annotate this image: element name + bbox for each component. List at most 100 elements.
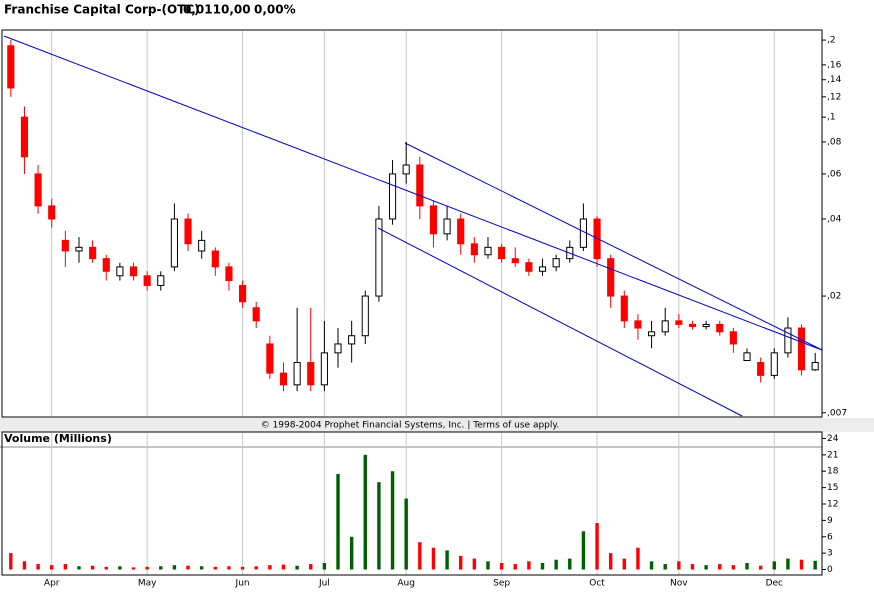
volume-bar — [63, 564, 68, 570]
candle-body — [634, 320, 642, 329]
candle-body — [361, 295, 369, 337]
candle-body — [225, 266, 233, 282]
candle-body — [7, 45, 15, 89]
candle-body — [184, 218, 192, 245]
volume-bar — [499, 562, 504, 570]
volume-bar — [322, 562, 327, 570]
volume-bar — [90, 565, 95, 570]
candle-body — [334, 343, 342, 354]
candle-body — [20, 116, 29, 158]
volume-bar — [145, 566, 149, 570]
volume-bar — [213, 566, 218, 570]
x-tick-label: Apr — [44, 579, 60, 589]
volume-bar — [527, 561, 531, 570]
y-tick-label: ,007 — [827, 408, 847, 418]
candle-body — [129, 266, 138, 277]
candle-body — [648, 331, 656, 337]
volume-bar — [677, 561, 681, 570]
trend-line — [3, 35, 823, 351]
volume-bar — [459, 555, 463, 570]
x-tick-label: Sep — [493, 579, 510, 589]
candle-body — [239, 284, 247, 303]
candle-body — [116, 266, 124, 277]
volume-bar — [813, 560, 817, 570]
footnote: © 1998-2004 Prophet Financial Systems, I… — [261, 421, 560, 431]
y-tick-label: 9 — [827, 516, 833, 526]
price-change: 0,00 — [221, 3, 251, 17]
volume-bar — [608, 553, 613, 570]
candle-body — [552, 258, 560, 268]
y-tick-label: ,06 — [827, 169, 842, 179]
volume-bar — [404, 498, 408, 570]
volume-bar — [718, 564, 722, 570]
candle-body — [48, 205, 56, 220]
price-change-pct: 0,00% — [254, 3, 296, 17]
candle-body — [688, 323, 697, 328]
candle-body — [743, 352, 751, 362]
volume-bar — [159, 566, 163, 570]
volume-bar — [172, 565, 177, 570]
volume-bar — [540, 562, 545, 570]
candle-body — [388, 173, 397, 220]
y-tick-label: ,02 — [827, 292, 841, 302]
candle-body — [307, 362, 315, 386]
volume-bar — [268, 565, 272, 570]
candle-body — [620, 295, 628, 322]
volume-bar — [486, 561, 490, 570]
volume-bar — [22, 561, 27, 570]
volume-bar — [50, 565, 54, 570]
candle-body — [729, 331, 737, 345]
volume-bar — [336, 473, 340, 570]
volume-bar — [390, 471, 395, 570]
volume-bar — [786, 558, 790, 570]
volume-bar — [36, 564, 40, 570]
volume-bar — [745, 562, 749, 570]
y-tick-label: ,1 — [827, 113, 836, 123]
x-tick-label: Oct — [589, 579, 605, 589]
x-tick-label: Jul — [318, 579, 330, 589]
volume-bar — [418, 542, 422, 570]
volume-bar — [799, 559, 804, 570]
candle-body — [607, 258, 615, 297]
volume-title: Volume (Millions) — [4, 432, 112, 445]
candle-body — [402, 164, 410, 175]
candle-body — [675, 320, 683, 325]
candle-body — [75, 246, 83, 252]
volume-bar — [649, 561, 654, 570]
y-tick-label: 12 — [827, 500, 838, 510]
trend-line — [377, 227, 743, 417]
candle-body — [320, 352, 328, 386]
candle-body — [716, 323, 724, 333]
price-frame — [1, 29, 823, 418]
volume-bar — [445, 550, 449, 570]
volume-bar — [636, 547, 640, 570]
candle-body — [429, 205, 438, 235]
x-tick-label: Nov — [670, 579, 688, 589]
candle-body — [661, 320, 669, 333]
candle-body — [525, 262, 533, 272]
y-tick-label: 21 — [827, 450, 838, 460]
volume-bar — [77, 566, 81, 570]
candle-body — [457, 218, 465, 245]
candle-body — [170, 218, 178, 268]
volume-bar — [377, 482, 381, 570]
volume-bar — [186, 565, 190, 570]
candle-body — [61, 239, 69, 252]
volume-bar — [309, 564, 313, 570]
volume-bar — [554, 559, 558, 570]
candle-body — [157, 275, 165, 286]
candle-body — [293, 362, 301, 386]
volume-bar — [472, 558, 477, 570]
volume-bar — [199, 566, 204, 570]
volume-bar — [131, 567, 136, 570]
volume-bar — [240, 566, 245, 570]
x-tick-label: Dec — [766, 579, 783, 589]
volume-bar — [731, 565, 736, 570]
candle-body — [279, 372, 288, 386]
volume-bar — [104, 566, 108, 570]
chart-title: Franchise Capital Corp-(OTC) — [4, 3, 200, 17]
volume-bar — [254, 566, 258, 570]
volume-bar — [758, 565, 763, 570]
candle-body — [498, 246, 506, 260]
volume-bar — [227, 566, 231, 570]
